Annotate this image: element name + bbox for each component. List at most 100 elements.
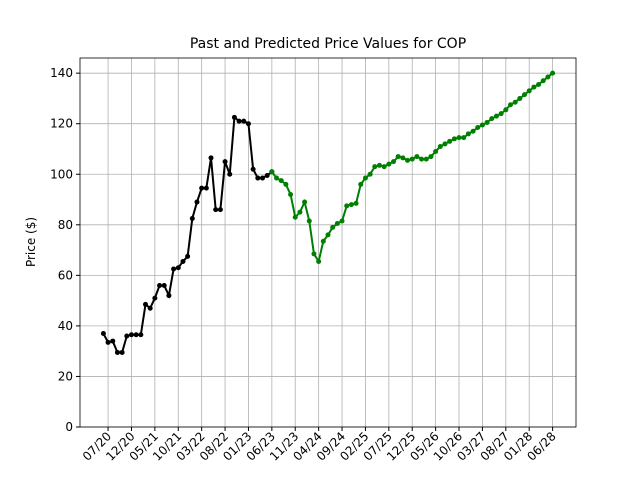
data-point xyxy=(189,215,195,221)
data-point xyxy=(208,155,214,161)
chart-title: Past and Predicted Price Values for COP xyxy=(190,36,466,52)
data-point xyxy=(199,185,205,191)
data-point xyxy=(213,207,219,213)
data-point xyxy=(255,175,261,181)
data-point xyxy=(320,238,326,244)
data-point xyxy=(353,200,359,206)
y-tick-label: 80 xyxy=(58,218,73,232)
data-point xyxy=(456,135,462,141)
data-point xyxy=(522,92,528,98)
data-point xyxy=(147,305,153,311)
data-point xyxy=(381,164,387,170)
data-point xyxy=(400,155,406,161)
data-point xyxy=(358,181,364,187)
data-point xyxy=(194,199,200,205)
data-point xyxy=(330,224,336,230)
data-point xyxy=(306,218,312,224)
data-point xyxy=(203,185,209,191)
plot-frame xyxy=(79,57,577,428)
y-tick-label: 20 xyxy=(58,369,73,383)
data-point xyxy=(311,251,317,257)
data-point xyxy=(269,169,275,175)
data-point xyxy=(133,332,139,338)
data-point xyxy=(152,295,158,301)
data-point xyxy=(171,266,177,272)
data-point xyxy=(503,107,509,113)
data-point xyxy=(292,214,298,220)
data-point xyxy=(138,332,144,338)
data-point xyxy=(222,159,228,165)
data-point xyxy=(391,159,397,165)
data-point xyxy=(297,209,303,215)
data-point xyxy=(185,253,191,259)
data-point xyxy=(128,332,134,338)
data-point xyxy=(110,338,116,344)
data-point xyxy=(316,258,322,264)
data-point xyxy=(283,181,289,187)
data-point xyxy=(526,88,532,94)
data-point xyxy=(433,149,439,155)
y-axis-label: Price ($) xyxy=(24,217,38,267)
data-point xyxy=(245,121,251,127)
data-point xyxy=(461,135,467,141)
data-point xyxy=(395,154,401,160)
data-point xyxy=(475,125,481,131)
data-point xyxy=(419,156,425,162)
data-point xyxy=(217,207,223,213)
data-point xyxy=(414,154,420,160)
data-point xyxy=(386,161,392,167)
data-point xyxy=(180,258,186,264)
y-tick-label: 120 xyxy=(50,117,73,131)
data-point xyxy=(241,118,247,124)
y-tick-label: 60 xyxy=(58,268,73,282)
data-point xyxy=(512,99,518,105)
data-point xyxy=(423,156,429,162)
data-point xyxy=(465,131,471,137)
data-point xyxy=(470,128,476,134)
data-point xyxy=(362,175,368,181)
data-point xyxy=(105,339,111,345)
data-point xyxy=(344,203,350,209)
data-point xyxy=(334,221,340,227)
data-point xyxy=(114,349,120,355)
data-point xyxy=(498,111,504,117)
data-point xyxy=(489,116,495,122)
data-point xyxy=(302,199,308,205)
data-point xyxy=(288,191,294,197)
data-point xyxy=(372,164,378,170)
data-point xyxy=(250,166,256,172)
data-point xyxy=(274,175,280,181)
data-point xyxy=(536,82,542,88)
data-point xyxy=(236,118,242,124)
data-point xyxy=(451,136,457,142)
data-point xyxy=(437,143,443,149)
y-tick-label: 40 xyxy=(58,319,73,333)
data-point xyxy=(442,141,448,147)
data-point xyxy=(493,113,499,119)
data-point xyxy=(367,171,373,177)
data-point xyxy=(545,74,551,80)
data-point xyxy=(264,173,270,179)
data-point xyxy=(259,175,265,181)
data-point xyxy=(227,171,233,177)
data-point xyxy=(484,119,490,125)
data-point xyxy=(479,122,485,128)
data-point xyxy=(409,156,415,162)
data-point xyxy=(531,84,537,90)
data-point xyxy=(507,102,513,108)
data-point xyxy=(540,78,546,84)
data-point xyxy=(157,282,163,288)
data-point xyxy=(161,282,167,288)
y-tick-label: 100 xyxy=(50,167,73,181)
data-point xyxy=(143,301,149,307)
data-point xyxy=(339,218,345,224)
data-point xyxy=(119,349,125,355)
data-point xyxy=(124,333,130,339)
data-point xyxy=(175,265,181,271)
data-point xyxy=(376,162,382,168)
data-point xyxy=(428,154,434,160)
y-tick-label: 140 xyxy=(50,66,73,80)
data-point xyxy=(405,157,411,163)
